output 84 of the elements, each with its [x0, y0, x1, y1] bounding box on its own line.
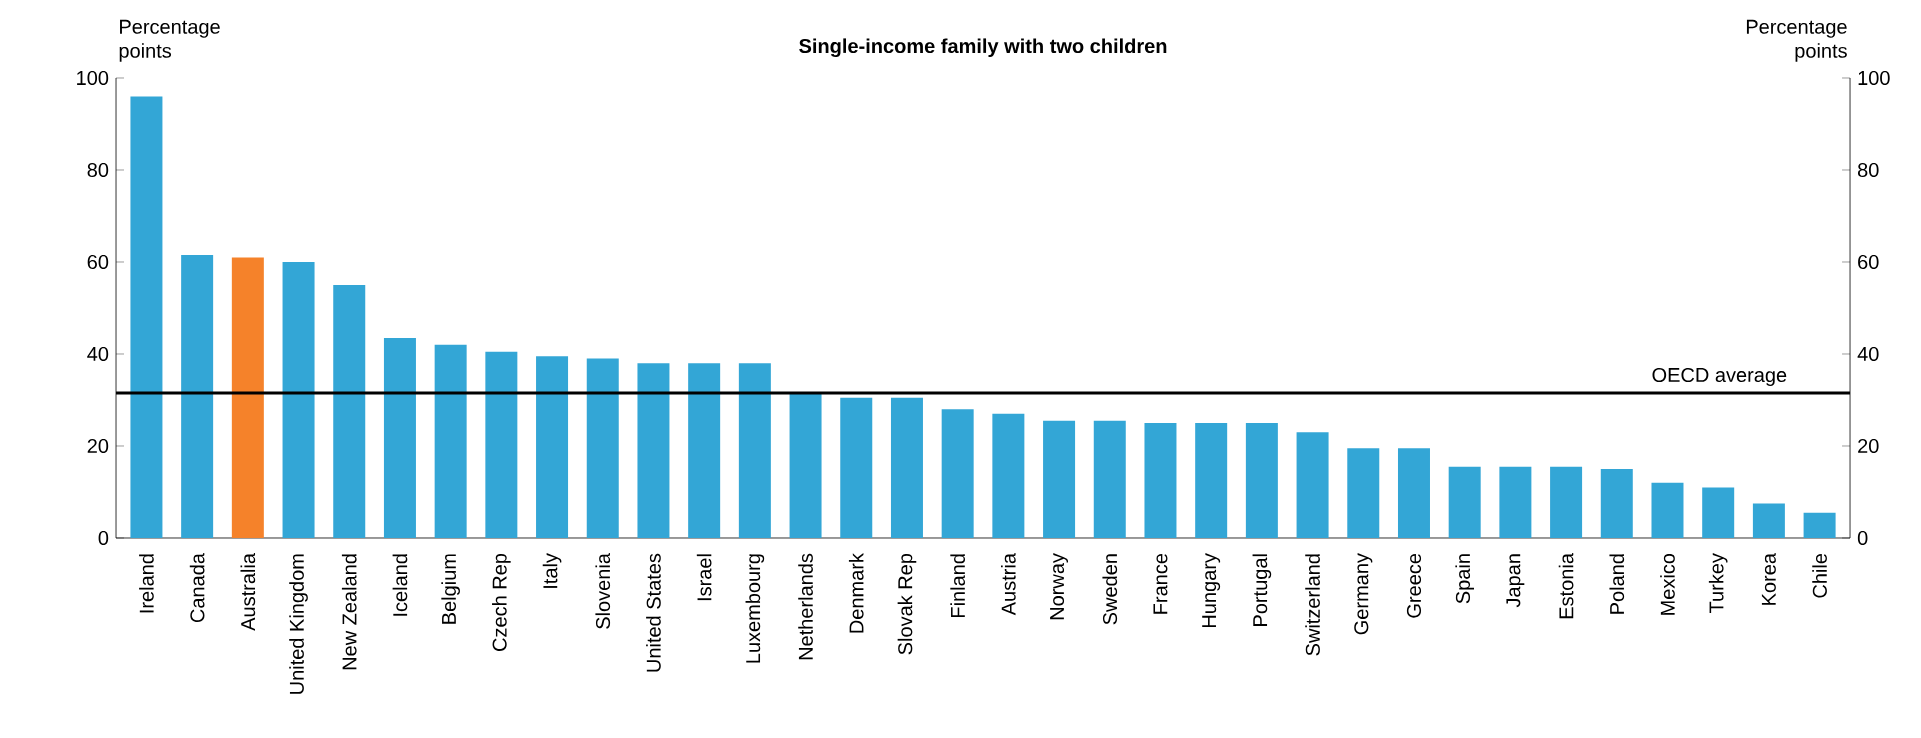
bar	[941, 409, 974, 538]
y-tick-label: 80	[87, 162, 109, 178]
x-tick-label: Sweden	[1102, 554, 1118, 625]
bar	[485, 351, 518, 538]
bar	[1245, 422, 1278, 538]
x-tick-label: Italy	[542, 553, 562, 588]
y2-tick-label: 0	[1857, 530, 1868, 546]
x-tick-label: United States	[646, 553, 661, 672]
x-tick-label: Austria	[1001, 553, 1016, 616]
x-tick-label: Japan	[1506, 554, 1525, 608]
x-tick-label: Turkey	[1708, 553, 1728, 613]
x-tick-label: Netherlands	[798, 553, 813, 660]
bar	[1803, 512, 1836, 538]
bar	[1499, 466, 1532, 538]
x-tick-label: France	[1153, 553, 1168, 614]
bar	[282, 261, 315, 538]
y2-axis-title: Percentage points	[1746, 19, 1847, 62]
bar	[637, 363, 670, 538]
bar	[1702, 487, 1735, 538]
bar	[130, 96, 163, 538]
x-tick-label: Hungary	[1202, 553, 1221, 628]
bar	[231, 257, 264, 538]
x-tick-label: Israel	[696, 554, 712, 601]
x-tick-label: Slovak Rep	[897, 553, 917, 655]
x-tick-label: Ireland	[139, 554, 154, 613]
x-tick-label: Australia	[240, 553, 256, 631]
ref-line-label: OECD average	[1652, 367, 1787, 387]
x-tick-label: Belgium	[441, 554, 460, 624]
bar	[992, 413, 1025, 538]
x-tick-label: Chile	[1812, 553, 1827, 598]
bar	[1296, 432, 1329, 538]
bar	[1651, 482, 1684, 538]
bar	[1043, 420, 1076, 538]
y-tick-label: 100	[77, 70, 109, 86]
bar	[434, 344, 467, 538]
bar	[383, 337, 416, 538]
bar	[333, 284, 366, 538]
x-tick-label: United Kingdom	[289, 554, 308, 694]
x-tick-label: Iceland	[392, 554, 408, 616]
x-tick-label: Finland	[950, 554, 965, 618]
bar	[1347, 448, 1380, 538]
bar	[890, 397, 923, 538]
bar	[789, 393, 822, 538]
x-tick-label: Spain	[1455, 554, 1474, 604]
y-tick-label: 0	[98, 530, 109, 546]
bar	[536, 356, 569, 538]
bar	[1397, 448, 1430, 538]
bar	[1093, 420, 1126, 538]
x-tick-label: Mexico	[1660, 553, 1675, 615]
y-tick-label: 20	[87, 438, 109, 454]
x-tick-label: Denmark	[848, 553, 864, 633]
x-tick-label: Germany	[1354, 553, 1373, 635]
y-axis-title: Percentage points	[119, 19, 220, 62]
bar	[1448, 466, 1481, 538]
bar	[1600, 468, 1633, 538]
x-tick-label: Norway	[1050, 553, 1069, 620]
x-tick-label: Greece	[1406, 553, 1422, 618]
bar	[1550, 466, 1583, 538]
x-tick-label: Portugal	[1252, 554, 1272, 626]
bar	[586, 358, 619, 538]
bar	[1752, 503, 1785, 538]
y-tick-label: 40	[87, 346, 109, 362]
bar	[688, 363, 721, 538]
y-tick-label: 60	[87, 254, 109, 270]
y2-tick-label: 40	[1857, 346, 1879, 362]
x-tick-label: Czech Rep	[492, 553, 511, 651]
chart-title: Single-income family with two children	[799, 38, 1167, 58]
bar	[840, 397, 873, 538]
x-tick-label: Estonia	[1558, 553, 1574, 619]
bar	[1195, 422, 1228, 538]
y2-tick-label: 100	[1858, 70, 1890, 86]
y2-tick-label: 60	[1858, 254, 1879, 270]
x-tick-label: Luxembourg	[745, 554, 765, 663]
bar	[1144, 422, 1177, 538]
x-tick-label: Poland	[1609, 554, 1625, 614]
bar	[181, 255, 214, 538]
bar	[738, 363, 771, 538]
x-tick-label: Switzerland	[1305, 554, 1320, 656]
y2-tick-label: 20	[1858, 438, 1879, 454]
x-tick-label: Korea	[1761, 553, 1776, 605]
x-tick-label: New Zealand	[341, 554, 357, 670]
y2-tick-label: 80	[1857, 162, 1879, 178]
x-tick-label: Slovenia	[595, 553, 611, 629]
x-tick-label: Canada	[189, 553, 205, 623]
